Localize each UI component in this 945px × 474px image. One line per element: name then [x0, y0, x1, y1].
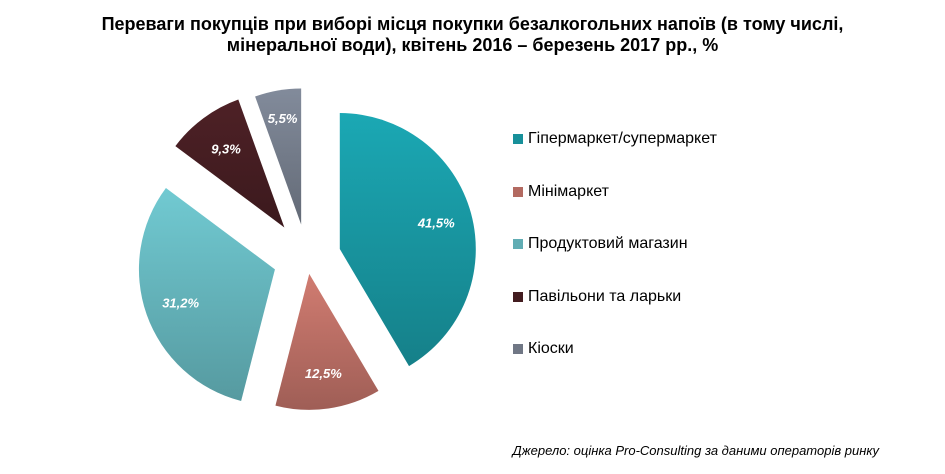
legend-swatch — [513, 134, 523, 144]
legend-swatch — [513, 344, 523, 354]
pie-slice-3 — [138, 188, 275, 402]
legend-swatch — [513, 239, 523, 249]
chart-title-line-1: Переваги покупців при виборі місця покуп… — [101, 14, 844, 34]
pie-slice-5 — [255, 88, 302, 225]
legend-label: Павільони та ларьки — [528, 287, 682, 305]
legend-swatch — [513, 291, 523, 302]
legend-item-5: Кіоски — [513, 340, 574, 358]
slice-label-4: 9,3% — [211, 142, 241, 157]
pie-slice-1 — [339, 113, 476, 367]
pie-slice-4 — [175, 99, 285, 228]
legend-item-1: Гіпермаркет/супермаркет — [513, 130, 717, 148]
slice-label-5: 5,5% — [268, 111, 298, 126]
legend-label: Продуктовий магазин — [528, 235, 688, 252]
legend-label: Кіоски — [528, 340, 574, 357]
legend-label: Мінімаркет — [528, 182, 609, 200]
source-note: Джерело: оцінка Pro-Consulting за даними… — [512, 443, 879, 458]
legend-swatch — [513, 186, 523, 197]
slice-label-2: 12,5% — [305, 366, 342, 381]
legend-item-4: Павільони та ларьки — [513, 288, 681, 306]
legend-item-2: Мінімаркет — [513, 183, 609, 201]
pie-slice-2 — [275, 273, 379, 410]
pie-labels: 41,5% 12,5% 31,2% 9,3% 5,5% — [162, 111, 455, 381]
slice-label-3: 31,2% — [162, 296, 199, 311]
pie-slices — [138, 88, 476, 410]
slice-label-1: 41,5% — [417, 216, 455, 231]
legend-item-3: Продуктовий магазин — [513, 235, 688, 253]
chart-title-line-2: мінеральної води), квітень 2016 – березе… — [226, 35, 719, 55]
legend-label: Гіпермаркет/супермаркет — [528, 130, 717, 147]
chart-title: Переваги покупців при виборі місця покуп… — [0, 14, 945, 56]
